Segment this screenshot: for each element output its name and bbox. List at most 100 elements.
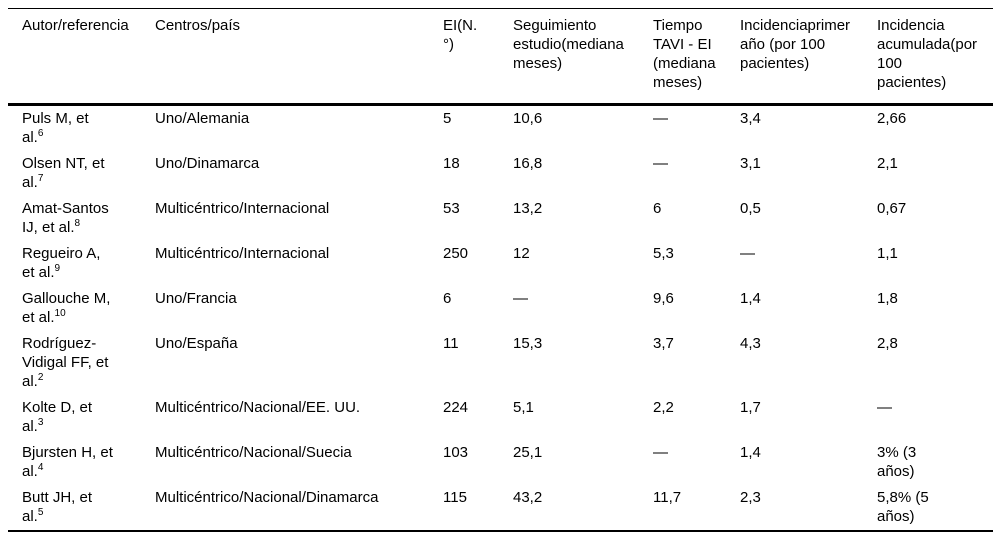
cell-tiempo-tavi-ei: 9,6 xyxy=(653,290,674,307)
cell-autor: Regueiro A, et al.9 xyxy=(8,241,155,286)
cell-seguimiento: 12 xyxy=(513,245,530,262)
cell-centros: Multicéntrico/Internacional xyxy=(155,200,330,217)
column-header-seguimiento-estudio: Seguimiento estudio(mediana meses) xyxy=(513,8,653,106)
author-name: Bjursten H, et al. xyxy=(22,444,113,480)
author-name: Regueiro A, et al. xyxy=(22,245,101,281)
cell-ei: 5 xyxy=(443,110,452,127)
cell-autor: Kolte D, et al.3 xyxy=(8,395,155,440)
column-header-autor-referencia: Autor/referencia xyxy=(8,8,155,106)
author-name: Kolte D, et al. xyxy=(22,399,93,435)
table-row-bjursten: Bjursten H, et al.4 Multicéntrico/Nacion… xyxy=(8,440,993,485)
cell-tiempo-tavi-ei: — xyxy=(653,110,668,127)
cell-seguimiento: 15,3 xyxy=(513,335,543,352)
table-row-olsen: Olsen NT, et al.7 Uno/Dinamarca 18 16,8 … xyxy=(8,151,993,196)
cell-seguimiento: 10,6 xyxy=(513,110,543,127)
table-row-butt: Butt JH, et al.5 Multicéntrico/Nacional/… xyxy=(8,485,993,531)
cell-centros: Multicéntrico/Internacional xyxy=(155,245,330,262)
cell-incidencia-acumulada: 0,67 xyxy=(877,200,907,217)
cell-incidencia-primer-ano: 1,4 xyxy=(740,290,761,307)
cell-incidencia-acumulada: 1,1 xyxy=(877,245,898,262)
cell-incidencia-acumulada: 5,8% (5 años) xyxy=(877,489,929,525)
table-row-kolte: Kolte D, et al.3 Multicéntrico/Nacional/… xyxy=(8,395,993,440)
cell-incidencia-acumulada: 1,8 xyxy=(877,290,898,307)
reference-superscript: 10 xyxy=(54,308,66,319)
table-row-regueiro: Regueiro A, et al.9 Multicéntrico/Intern… xyxy=(8,241,993,286)
column-header-incidencia-acumulada: Incidencia acumulada(por 100 pacientes) xyxy=(877,8,993,106)
cell-ei: 53 xyxy=(443,200,460,217)
cell-incidencia-primer-ano: 3,4 xyxy=(740,110,761,127)
tavi-endocarditis-studies-table: Autor/referencia Centros/país EI(N. °) S… xyxy=(8,8,993,532)
reference-superscript: 7 xyxy=(37,173,44,184)
cell-incidencia-acumulada: 2,66 xyxy=(877,110,907,127)
cell-seguimiento: 43,2 xyxy=(513,489,543,506)
cell-centros: Multicéntrico/Nacional/EE. UU. xyxy=(155,399,361,416)
cell-seguimiento: — xyxy=(513,290,528,307)
reference-superscript: 2 xyxy=(37,372,44,383)
column-header-tiempo-tavi-ei: Tiempo TAVI - EI (mediana meses) xyxy=(653,8,740,106)
cell-incidencia-acumulada: 2,1 xyxy=(877,155,898,172)
cell-incidencia-primer-ano: 4,3 xyxy=(740,335,761,352)
cell-ei: 18 xyxy=(443,155,460,172)
cell-centros: Uno/Alemania xyxy=(155,110,250,127)
cell-centros: Uno/Francia xyxy=(155,290,237,307)
reference-superscript: 6 xyxy=(37,128,44,139)
header-row: Autor/referencia Centros/país EI(N. °) S… xyxy=(8,8,993,106)
author-name: Olsen NT, et al. xyxy=(22,155,105,191)
reference-superscript: 3 xyxy=(37,417,44,428)
cell-incidencia-primer-ano: 1,4 xyxy=(740,444,761,461)
cell-seguimiento: 5,1 xyxy=(513,399,534,416)
cell-autor: Olsen NT, et al.7 xyxy=(8,151,155,196)
cell-autor: Puls M, et al.6 xyxy=(8,105,155,152)
cell-tiempo-tavi-ei: 6 xyxy=(653,200,662,217)
cell-ei: 11 xyxy=(443,335,459,352)
author-name: Amat-Santos IJ, et al. xyxy=(22,200,109,236)
cell-seguimiento: 16,8 xyxy=(513,155,543,172)
table-row-gallouche: Gallouche M, et al.10 Uno/Francia 6 — 9,… xyxy=(8,286,993,331)
cell-incidencia-primer-ano: — xyxy=(740,245,755,262)
cell-incidencia-primer-ano: 0,5 xyxy=(740,200,761,217)
cell-tiempo-tavi-ei: 5,3 xyxy=(653,245,674,262)
author-name: Gallouche M, et al. xyxy=(22,290,111,326)
table-body: Puls M, et al.6 Uno/Alemania 5 10,6 — 3,… xyxy=(8,105,993,532)
cell-tiempo-tavi-ei: — xyxy=(653,155,668,172)
cell-tiempo-tavi-ei: 2,2 xyxy=(653,399,674,416)
cell-autor: Butt JH, et al.5 xyxy=(8,485,155,531)
table-row-puls: Puls M, et al.6 Uno/Alemania 5 10,6 — 3,… xyxy=(8,105,993,152)
cell-ei: 6 xyxy=(443,290,452,307)
cell-centros: Uno/España xyxy=(155,335,238,352)
table-header: Autor/referencia Centros/país EI(N. °) S… xyxy=(8,8,993,106)
reference-superscript: 9 xyxy=(54,263,61,274)
column-header-incidencia-primer-ano: Incidenciaprimer año (por 100 pacientes) xyxy=(740,8,877,106)
author-name: Butt JH, et al. xyxy=(22,489,93,525)
cell-autor: Amat-Santos IJ, et al.8 xyxy=(8,196,155,241)
cell-ei: 115 xyxy=(443,489,467,506)
cell-incidencia-primer-ano: 3,1 xyxy=(740,155,761,172)
cell-tiempo-tavi-ei: — xyxy=(653,444,668,461)
cell-tiempo-tavi-ei: 11,7 xyxy=(653,489,682,506)
cell-autor: Gallouche M, et al.10 xyxy=(8,286,155,331)
reference-superscript: 4 xyxy=(37,462,44,473)
cell-incidencia-acumulada: 3% (3 años) xyxy=(877,444,917,480)
cell-autor: Rodríguez- Vidigal FF, et al.2 xyxy=(8,331,155,395)
cell-centros: Multicéntrico/Nacional/Suecia xyxy=(155,444,352,461)
cell-centros: Uno/Dinamarca xyxy=(155,155,260,172)
cell-ei: 103 xyxy=(443,444,469,461)
column-header-centros-pais: Centros/país xyxy=(155,8,443,106)
table-row-rodriguez-vidigal: Rodríguez- Vidigal FF, et al.2 Uno/Españ… xyxy=(8,331,993,395)
author-name: Puls M, et al. xyxy=(22,110,89,146)
cell-incidencia-acumulada: 2,8 xyxy=(877,335,898,352)
cell-ei: 250 xyxy=(443,245,469,262)
cell-incidencia-acumulada: — xyxy=(877,399,892,416)
cell-seguimiento: 13,2 xyxy=(513,200,543,217)
author-name: Rodríguez- Vidigal FF, et al. xyxy=(22,335,109,390)
cell-seguimiento: 25,1 xyxy=(513,444,543,461)
cell-centros: Multicéntrico/Nacional/Dinamarca xyxy=(155,489,379,506)
reference-superscript: 8 xyxy=(74,218,81,229)
reference-superscript: 5 xyxy=(37,507,44,518)
cell-tiempo-tavi-ei: 3,7 xyxy=(653,335,674,352)
cell-ei: 224 xyxy=(443,399,469,416)
cell-incidencia-primer-ano: 2,3 xyxy=(740,489,761,506)
column-header-ei-n: EI(N. °) xyxy=(443,8,513,106)
cell-incidencia-primer-ano: 1,7 xyxy=(740,399,761,416)
